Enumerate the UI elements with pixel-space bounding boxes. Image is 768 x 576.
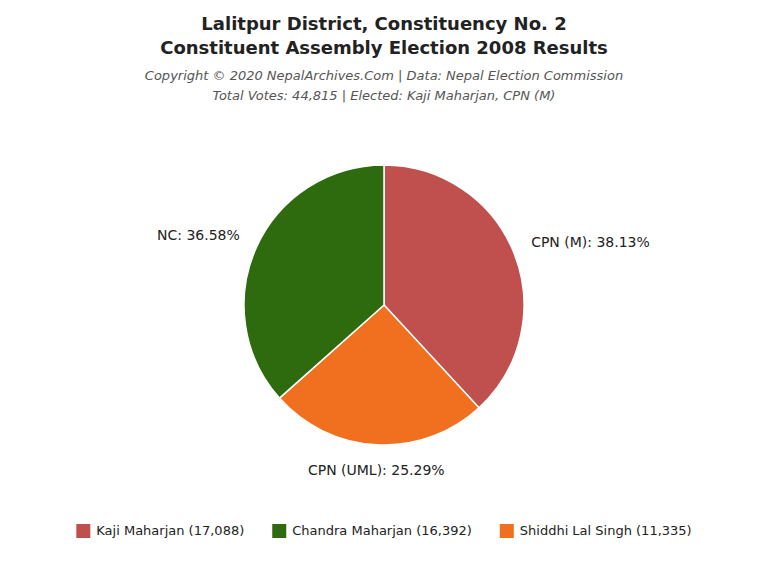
legend-label: Chandra Maharjan (16,392) xyxy=(292,523,472,538)
legend: Kaji Maharjan (17,088) Chandra Maharjan (… xyxy=(76,523,691,538)
slice xyxy=(244,165,384,398)
subtitle: Total Votes: 44,815 | Elected: Kaji Maha… xyxy=(213,88,556,103)
subtitle: Copyright © 2020 NepalArchives.Com | Dat… xyxy=(145,68,623,83)
legend-label: Kaji Maharjan (17,088) xyxy=(96,523,244,538)
title: Lalitpur District, Constituency No. 2 xyxy=(201,13,566,34)
legend-swatch xyxy=(272,524,286,538)
legend-item: Shiddhi Lal Singh (11,335) xyxy=(500,523,692,538)
legend-swatch xyxy=(76,524,90,538)
legend-item: Kaji Maharjan (17,088) xyxy=(76,523,244,538)
legend-swatch xyxy=(500,524,514,538)
legend-label: Shiddhi Lal Singh (11,335) xyxy=(520,523,692,538)
data-label: NC: 36.58% xyxy=(157,227,240,243)
data-label: CPN (UML): 25.29% xyxy=(308,462,445,478)
chart: Lalitpur District, Constituency No. 2 Con… xyxy=(0,0,768,576)
title: Constituent Assembly Election 2008 Resul… xyxy=(160,37,608,58)
legend-item: Chandra Maharjan (16,392) xyxy=(272,523,472,538)
pie xyxy=(244,165,524,445)
data-label: CPN (M): 38.13% xyxy=(531,234,650,250)
